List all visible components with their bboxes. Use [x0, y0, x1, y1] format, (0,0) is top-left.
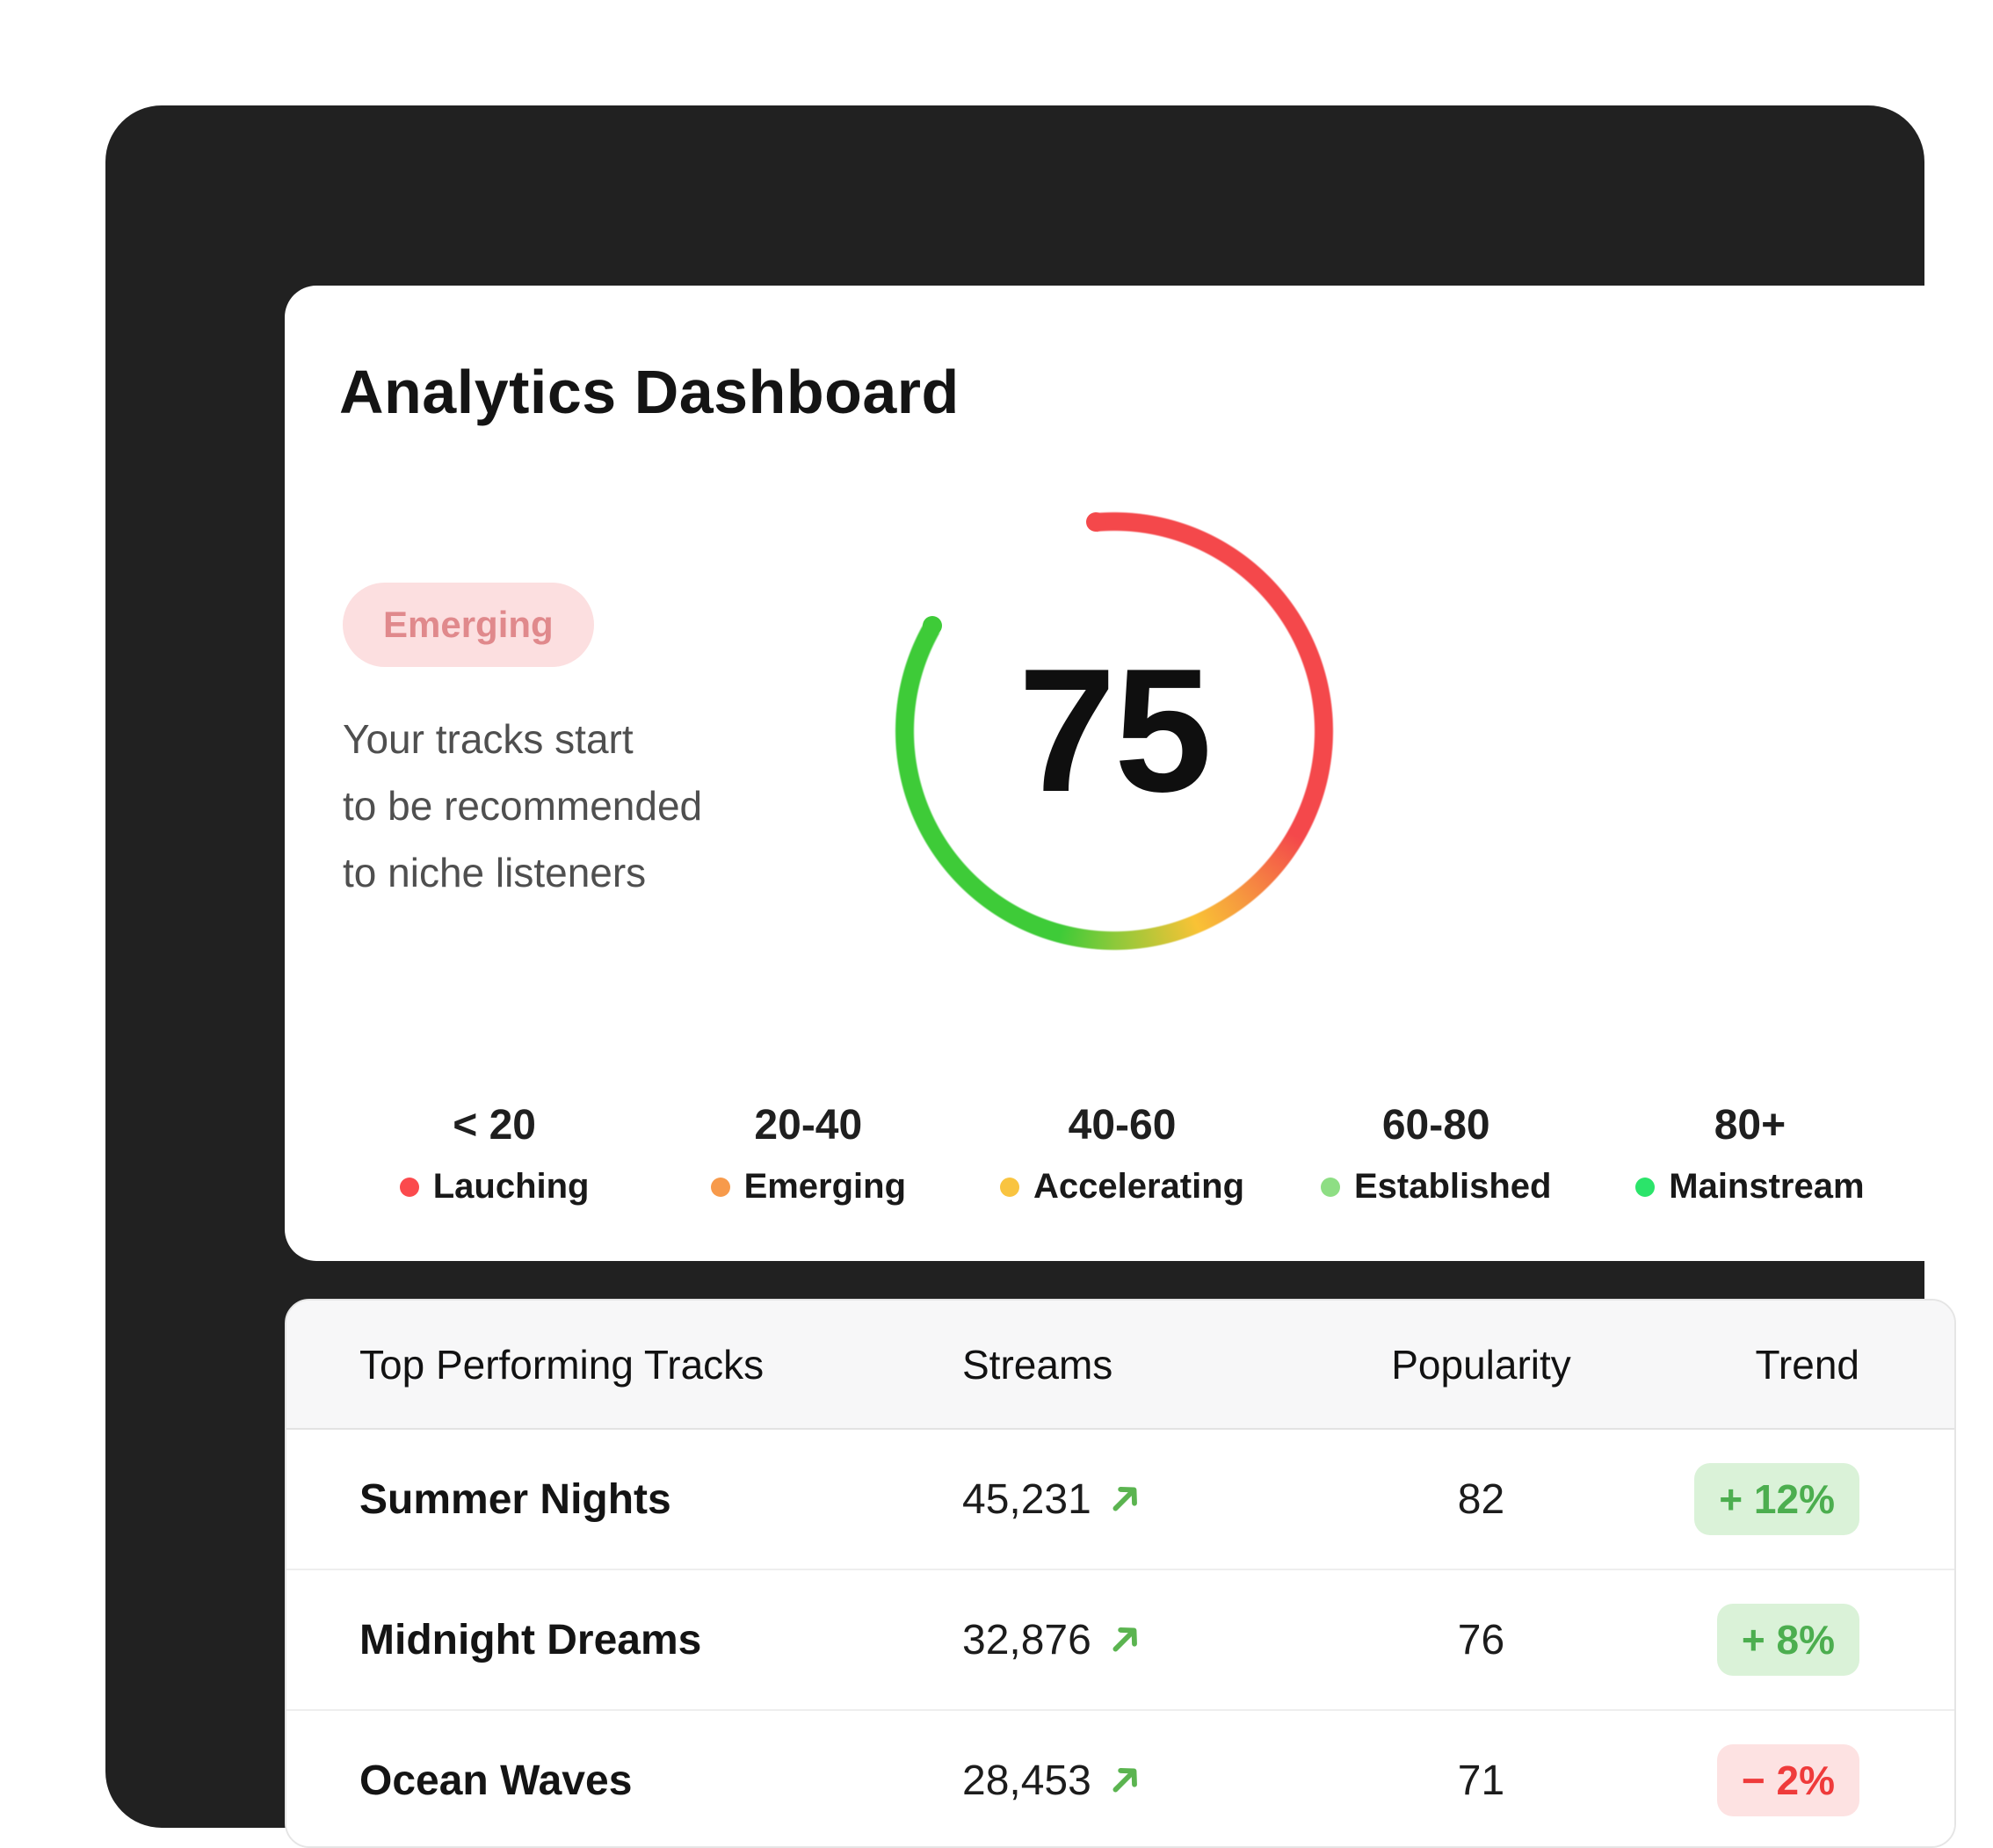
legend-item-launching: < 20 Lauching	[337, 1101, 651, 1207]
legend-dot-yellow	[999, 1177, 1019, 1197]
track-name: Summer Nights	[359, 1475, 671, 1523]
track-name: Ocean Waves	[359, 1757, 633, 1804]
legend-dot-orange	[710, 1177, 730, 1197]
device-frame: Analytics Dashboard Emerging Your tracks…	[105, 105, 1956, 1848]
legend-item-mainstream: 80+ Mainstream	[1593, 1101, 1907, 1207]
popularity-value: 71	[1457, 1757, 1505, 1804]
page-title: Analytics Dashboard	[339, 357, 960, 426]
dashboard-page: { "page": { "background": "#ffffff", "fr…	[105, 105, 1956, 1848]
status-badge: Emerging	[343, 583, 594, 667]
gauge-legend: < 20 Lauching 20-40 Emerging 40-60 Accel…	[337, 1101, 1907, 1207]
streams-cell: 28,453	[962, 1757, 1279, 1805]
legend-label: Established	[1353, 1167, 1552, 1206]
legend-range: < 20	[453, 1102, 536, 1149]
tracks-table-card: Top Performing Tracks Streams Popularity…	[285, 1299, 1956, 1848]
analytics-card: Analytics Dashboard Emerging Your tracks…	[285, 286, 1956, 1261]
table-header-row: Top Performing Tracks Streams Popularity…	[286, 1301, 1954, 1430]
trend-up-arrow-icon	[1112, 1487, 1137, 1511]
legend-item-emerging: 20-40 Emerging	[651, 1101, 965, 1207]
legend-label: Accelerating	[1033, 1167, 1245, 1206]
trend-badge: + 12%	[1694, 1463, 1859, 1535]
status-description-line: Your tracks start	[343, 716, 634, 762]
popularity-value: 82	[1457, 1475, 1505, 1523]
streams-cell: 32,876	[962, 1616, 1279, 1664]
legend-item-accelerating: 40-60 Accelerating	[965, 1101, 1279, 1207]
legend-label: Emerging	[743, 1167, 907, 1206]
status-description: Your tracks start to be recommended to n…	[343, 706, 702, 906]
trend-badge: − 2%	[1716, 1744, 1859, 1816]
gauge-value: 75	[1018, 633, 1212, 829]
col-header-trend: Trend	[1755, 1341, 1859, 1388]
status-description-line: to be recommended	[343, 783, 703, 829]
legend-dot-lightgreen	[1320, 1177, 1340, 1197]
table-row: Summer Nights 45,231 82 + 12%	[286, 1430, 1954, 1570]
status-description-line: to niche listeners	[343, 850, 647, 895]
legend-range: 60-80	[1381, 1102, 1490, 1149]
score-gauge: 75	[895, 511, 1334, 951]
gauge-ring	[895, 511, 1334, 951]
col-header-popularity: Popularity	[1391, 1341, 1571, 1388]
legend-range: 80+	[1714, 1102, 1786, 1149]
track-name: Midnight Dreams	[359, 1616, 702, 1663]
gauge-cap-green	[923, 616, 942, 635]
legend-range: 20-40	[754, 1102, 863, 1149]
streams-cell: 45,231	[962, 1475, 1279, 1524]
trend-up-arrow-icon	[1112, 1627, 1137, 1652]
legend-label: Lauching	[432, 1167, 590, 1206]
legend-label: Mainstream	[1669, 1167, 1865, 1206]
popularity-value: 76	[1457, 1616, 1505, 1663]
legend-item-established: 60-80 Established	[1279, 1101, 1593, 1207]
streams-value: 28,453	[962, 1757, 1091, 1804]
table-row: Ocean Waves 28,453 71 − 2%	[286, 1711, 1954, 1846]
legend-range: 40-60	[1068, 1102, 1177, 1149]
gauge-cap-red	[1086, 512, 1105, 532]
col-header-track: Top Performing Tracks	[359, 1341, 765, 1388]
trend-up-arrow-icon	[1112, 1768, 1137, 1793]
trend-badge: + 8%	[1716, 1604, 1859, 1676]
streams-value: 45,231	[962, 1475, 1091, 1523]
table-row: Midnight Dreams 32,876 76 + 8%	[286, 1570, 1954, 1711]
legend-dot-green	[1635, 1177, 1656, 1197]
col-header-streams: Streams	[962, 1341, 1113, 1388]
streams-value: 32,876	[962, 1616, 1091, 1663]
legend-dot-red	[399, 1177, 419, 1197]
